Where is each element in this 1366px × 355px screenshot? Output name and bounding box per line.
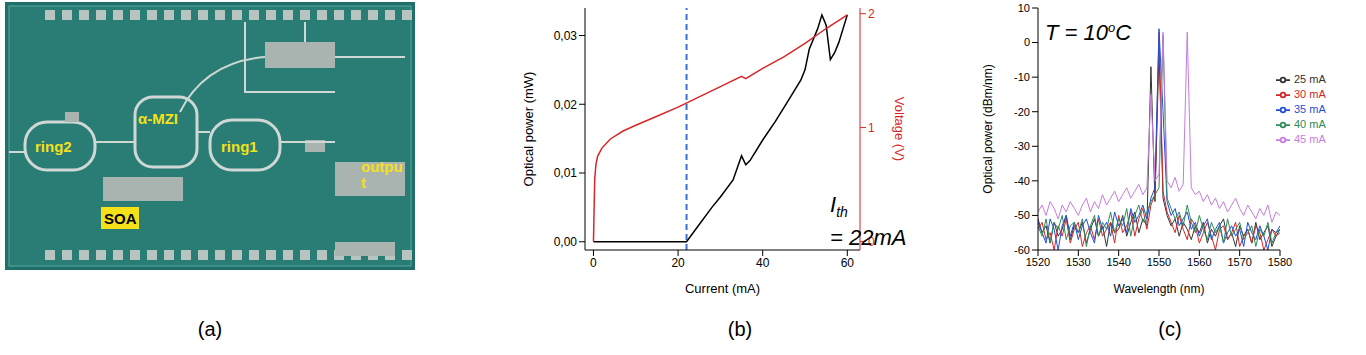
svg-text:Wavelength (nm): Wavelength (nm) bbox=[1114, 282, 1205, 296]
svg-text:1540: 1540 bbox=[1106, 256, 1130, 268]
svg-text:outpu: outpu bbox=[361, 158, 403, 175]
svg-text:1: 1 bbox=[868, 121, 875, 135]
html-text:45 mA: 45 mA bbox=[1294, 133, 1326, 146]
html-text:(c): (c) bbox=[1158, 318, 1182, 340]
svg-text:1520: 1520 bbox=[1026, 256, 1050, 268]
svg-text:t: t bbox=[361, 174, 366, 191]
svg-text:10: 10 bbox=[1018, 2, 1030, 14]
svg-text:-10: -10 bbox=[1014, 71, 1030, 83]
svg-text:Optical power (mW): Optical power (mW) bbox=[521, 72, 536, 187]
svg-text:0: 0 bbox=[590, 256, 597, 270]
svg-text:0: 0 bbox=[1024, 36, 1030, 48]
svg-text:ring1: ring1 bbox=[221, 138, 258, 155]
html-text:(b): (b) bbox=[727, 318, 753, 340]
svg-text:1580: 1580 bbox=[1268, 256, 1292, 268]
svg-text:0,03: 0,03 bbox=[554, 29, 578, 43]
html-text:30 mA: 30 mA bbox=[1294, 88, 1326, 101]
svg-text:-20: -20 bbox=[1014, 106, 1030, 118]
svg-text:ring2: ring2 bbox=[35, 138, 72, 155]
html-text:35 mA: 35 mA bbox=[1294, 103, 1326, 116]
html-text:T = 10oC: T = 10oC bbox=[1045, 20, 1132, 46]
html-text:= 22mA: = 22mA bbox=[830, 225, 907, 251]
svg-text:-60: -60 bbox=[1014, 244, 1030, 256]
svg-text:-40: -40 bbox=[1014, 175, 1030, 187]
html-text:Ith: Ith bbox=[830, 192, 848, 221]
html-text:25 mA: 25 mA bbox=[1294, 73, 1326, 85]
svg-text:1570: 1570 bbox=[1227, 256, 1251, 268]
svg-text:0,01: 0,01 bbox=[554, 166, 578, 180]
svg-text:1550: 1550 bbox=[1147, 256, 1171, 268]
svg-text:2: 2 bbox=[868, 7, 875, 21]
svg-text:-30: -30 bbox=[1014, 140, 1030, 152]
svg-text:40: 40 bbox=[756, 256, 770, 270]
svg-text:1530: 1530 bbox=[1066, 256, 1090, 268]
svg-text:Voltage (V): Voltage (V) bbox=[892, 97, 907, 161]
svg-text:α-MZI: α-MZI bbox=[138, 110, 178, 127]
html-text:40 mA: 40 mA bbox=[1294, 118, 1326, 131]
svg-text:Optical power (dBm/nm): Optical power (dBm/nm) bbox=[981, 64, 995, 193]
svg-text:SOA: SOA bbox=[104, 210, 137, 227]
svg-text:1560: 1560 bbox=[1187, 256, 1211, 268]
svg-text:20: 20 bbox=[671, 256, 685, 270]
svg-text:0,00: 0,00 bbox=[554, 235, 578, 249]
html-text:(a): (a) bbox=[197, 318, 223, 340]
svg-text:60: 60 bbox=[841, 256, 855, 270]
svg-text:Current (mA): Current (mA) bbox=[685, 281, 760, 296]
svg-text:-50: -50 bbox=[1014, 209, 1030, 221]
svg-text:0,02: 0,02 bbox=[554, 98, 578, 112]
